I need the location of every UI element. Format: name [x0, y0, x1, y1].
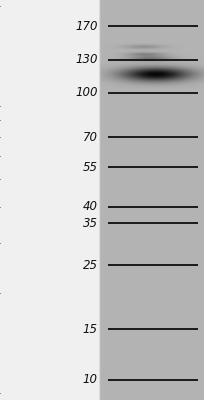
Text: 100: 100 [75, 86, 98, 99]
Text: 70: 70 [83, 130, 98, 144]
Text: 130: 130 [75, 53, 98, 66]
Text: 25: 25 [83, 259, 98, 272]
Text: 40: 40 [83, 200, 98, 213]
Text: 55: 55 [83, 161, 98, 174]
Text: 170: 170 [75, 20, 98, 33]
Text: 10: 10 [83, 373, 98, 386]
Text: 35: 35 [83, 217, 98, 230]
Bar [100, 0, 204, 400]
Text: 15: 15 [83, 323, 98, 336]
